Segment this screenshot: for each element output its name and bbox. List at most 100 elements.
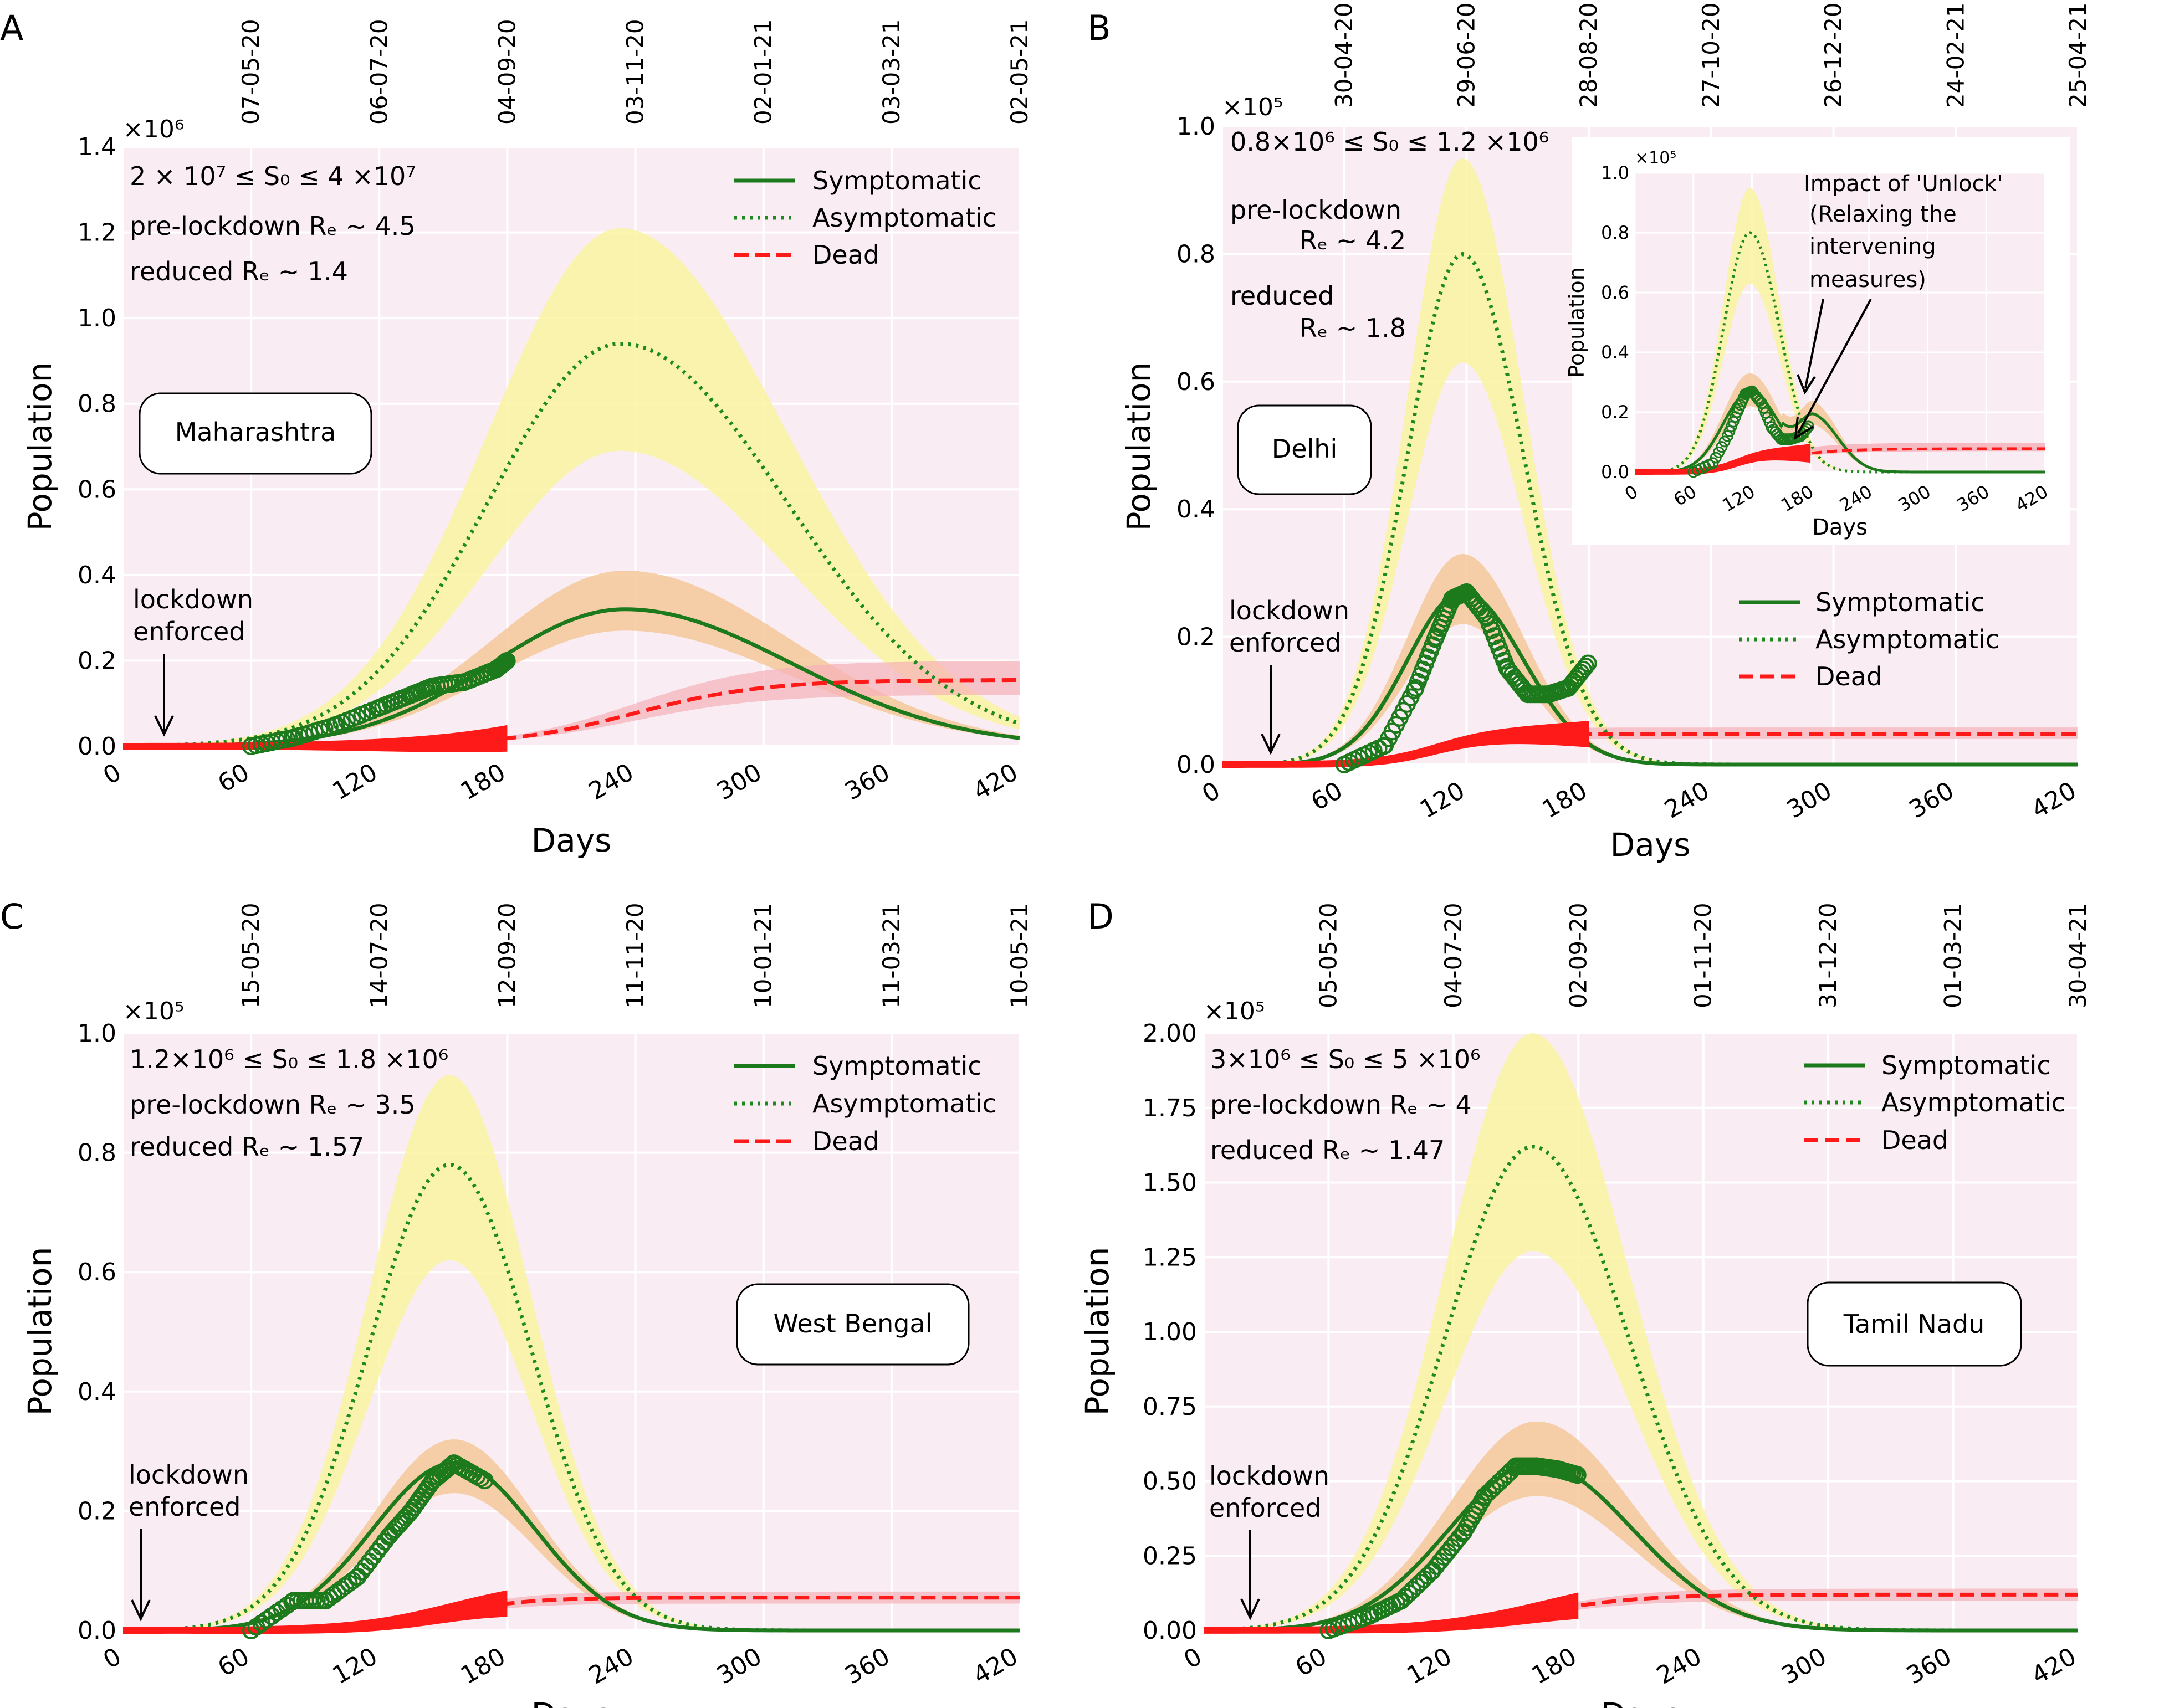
ytick-label-b: 0.0: [1176, 751, 1215, 779]
xtick-label-d: 300: [1777, 1642, 1831, 1690]
xtick-label-d: 360: [1902, 1642, 1956, 1690]
ytick-label-b: 0.4: [1176, 495, 1215, 524]
top-date-label-c: 11-03-21: [878, 902, 905, 1008]
line-symptomatic-c: [122, 1461, 1020, 1633]
top-date-label-d: 05-05-20: [1314, 902, 1342, 1008]
inset-ytick-label: 0.8: [1601, 222, 1629, 243]
dates-c: 15-05-20 14-07-20 12-09-20 11-11-20 10-01-21…: [237, 902, 1033, 1008]
annotation-d-2: pre-lockdown Rₑ ~ 4: [1210, 1090, 1472, 1120]
xtick-label-b: 180: [1537, 776, 1592, 824]
ytick-label-d: 1.00: [1143, 1318, 1197, 1346]
lockdown-label-c-2: enforced: [129, 1492, 241, 1522]
ytick-label-c: 1.0: [78, 1019, 116, 1048]
top-date-label-c: 14-07-20: [365, 902, 392, 1008]
xtick-label-c: 120: [328, 1642, 382, 1690]
top-date-label-d: 04-07-20: [1440, 902, 1467, 1008]
y-scale-a: ×10⁶: [123, 115, 185, 143]
annotation-a-1: 2 × 10⁷ ≤ S₀ ≤ 4 ×10⁷: [130, 161, 416, 191]
legend-c-asymptomatic: Asymptomatic: [812, 1089, 996, 1119]
top-date-label-d: 02-09-20: [1564, 902, 1592, 1008]
dates-a: 07-05-20 06-07-20 04-09-20 03-11-20 02-01-21…: [237, 19, 1033, 125]
xtick-label-c: 180: [456, 1642, 510, 1690]
line-symptomatic-d: [1203, 1461, 2078, 1633]
ytick-label-a: 1.4: [78, 133, 116, 161]
legend-b-symptomatic: Symptomatic: [1815, 587, 1985, 617]
xlabel-c: Days: [531, 1696, 612, 1708]
xtick-label-d: 60: [1291, 1642, 1332, 1682]
xtick-label-a: 120: [328, 758, 382, 806]
panel-c: C Population Days ×10⁵ 1.2×10⁶ ≤ S₀ ≤ 1.…: [0, 896, 1033, 1708]
panel-label-c: C: [0, 896, 24, 937]
yticks-c: 0.0 0.2 0.4 0.6 0.8 1.0: [78, 1019, 116, 1645]
panel-label-d: D: [1087, 896, 1114, 937]
xtick-label-d: 240: [1652, 1642, 1706, 1690]
ytick-label-c: 0.4: [78, 1378, 116, 1406]
inset-y-scale: ×10⁵: [1635, 148, 1676, 168]
xtick-label-b: 240: [1660, 776, 1714, 824]
region-box-d: [1807, 1281, 2022, 1367]
series-a: [122, 228, 1021, 755]
xlabel-a: Days: [531, 822, 612, 859]
ytick-label-d: 2.00: [1143, 1019, 1197, 1048]
ytick-label-d: 0.75: [1143, 1393, 1197, 1421]
annotation-b-3: Rₑ ~ 4.2: [1300, 225, 1406, 255]
ylabel-b: Population: [1120, 362, 1158, 531]
legend-d-dead: Dead: [1881, 1125, 1948, 1155]
xtick-label-b: 360: [1905, 776, 1959, 824]
ytick-label-d: 1.25: [1143, 1243, 1197, 1271]
inset-arrows: [1794, 299, 1872, 440]
lockdown-arrow-b: [1261, 665, 1281, 755]
top-date-label-a: 02-01-21: [750, 19, 777, 125]
top-date-label-d: 30-04-21: [2064, 902, 2091, 1008]
observed-dead-b: [1222, 720, 1589, 768]
lockdown-label-b-2: enforced: [1229, 628, 1342, 658]
top-date-label-a: 06-07-20: [365, 19, 392, 125]
xtick-label-c: 240: [584, 1642, 638, 1690]
ytick-label-a: 0.2: [78, 647, 116, 675]
xtick-label-d: 180: [1527, 1642, 1582, 1690]
band-symptomatic-d: [1204, 1421, 2078, 1630]
legend-a: Symptomatic Asymptomatic Dead: [734, 166, 996, 270]
ytick-label-b: 0.6: [1176, 368, 1215, 396]
ytick-label-d: 0.25: [1143, 1542, 1197, 1570]
lockdown-label-a-1: lockdown: [133, 584, 253, 614]
inset-note-4: measures): [1809, 267, 1926, 293]
ytick-label-a: 1.2: [78, 219, 116, 247]
line-dead-b: [1221, 732, 2078, 767]
line-asymptomatic-c: [122, 1162, 1020, 1633]
xticks-c: 0 60 120 180 240 300 360 420: [99, 1642, 1023, 1690]
ylabel-d: Population: [1078, 1247, 1116, 1416]
region-label-a: Maharashtra: [175, 417, 336, 447]
top-date-label-b: 25-04-21: [2064, 2, 2091, 108]
top-date-label-c: 10-05-21: [1006, 902, 1033, 1008]
xtick-label-b: 0: [1198, 776, 1225, 808]
band-symptomatic-a: [123, 571, 1020, 746]
annotation-a-2: pre-lockdown Rₑ ~ 4.5: [130, 211, 416, 241]
band-dead-a: [123, 660, 1020, 746]
panel-b: B Population Days ×10⁵ 0.8×10⁶ ≤ S₀ ≤ 1.…: [1087, 2, 2091, 864]
top-date-label-a: 02-05-21: [1006, 19, 1033, 125]
observed-dead-c: [123, 1590, 508, 1634]
observed-point-d: [1568, 1466, 1587, 1484]
inset-ytick-label: 0.6: [1601, 282, 1629, 303]
panel-d: D Population Days ×10⁵ 3×10⁶ ≤ S₀ ≤ 5 ×1…: [1078, 896, 2091, 1708]
xtick-label-c: 0: [99, 1642, 126, 1674]
ytick-label-a: 0.4: [78, 561, 116, 589]
legend-d-symptomatic: Symptomatic: [1881, 1050, 2051, 1080]
legend-c-symptomatic: Symptomatic: [812, 1051, 982, 1081]
region-box-a: [139, 392, 372, 475]
top-date-label-b: 24-02-21: [1942, 2, 1969, 108]
annotation-d-3: reduced Rₑ ~ 1.47: [1210, 1135, 1445, 1165]
inset-b: ×10⁵ Population Days Impact of 'Unlock' …: [1564, 137, 2070, 545]
top-date-label-d: 01-11-20: [1690, 902, 1717, 1008]
observed-dead-d: [1204, 1592, 1579, 1634]
observed-point-b: [1579, 654, 1597, 673]
xtick-label-a: 60: [213, 758, 254, 798]
band-asymptomatic-d: [1204, 1033, 2078, 1630]
lockdown-label-d-1: lockdown: [1209, 1461, 1329, 1491]
lockdown-label-a-2: enforced: [133, 617, 245, 647]
inset-ytick-label: 0.2: [1601, 402, 1629, 423]
top-date-label-a: 07-05-20: [237, 19, 264, 125]
y-scale-b: ×10⁵: [1222, 93, 1283, 121]
